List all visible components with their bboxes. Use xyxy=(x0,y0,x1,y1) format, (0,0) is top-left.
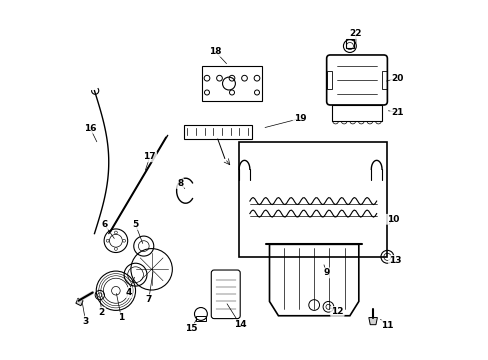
Text: 7: 7 xyxy=(145,295,152,304)
Text: 5: 5 xyxy=(132,220,139,229)
Text: 2: 2 xyxy=(98,308,104,317)
Bar xyxy=(239,143,386,257)
Bar xyxy=(331,105,381,121)
Text: 6: 6 xyxy=(101,220,107,229)
Text: 13: 13 xyxy=(388,256,401,265)
Bar xyxy=(326,71,331,89)
Text: 18: 18 xyxy=(208,47,221,56)
Text: 4: 4 xyxy=(125,288,131,297)
Circle shape xyxy=(114,248,117,250)
Text: 16: 16 xyxy=(84,124,96,133)
Polygon shape xyxy=(76,298,83,306)
Polygon shape xyxy=(368,318,377,325)
Text: 10: 10 xyxy=(386,215,398,224)
Text: 9: 9 xyxy=(323,268,329,277)
Text: 14: 14 xyxy=(233,320,246,329)
Text: 8: 8 xyxy=(177,179,183,188)
Text: 20: 20 xyxy=(390,74,403,83)
Bar xyxy=(381,71,386,89)
Circle shape xyxy=(106,239,109,242)
Text: 19: 19 xyxy=(293,114,305,123)
Text: 15: 15 xyxy=(185,324,198,333)
Bar xyxy=(345,39,353,48)
Text: 1: 1 xyxy=(118,313,124,322)
Text: 12: 12 xyxy=(330,307,343,316)
Circle shape xyxy=(122,239,125,242)
Text: 11: 11 xyxy=(380,321,393,330)
Bar xyxy=(196,316,205,321)
Text: 17: 17 xyxy=(143,152,156,161)
Text: 22: 22 xyxy=(349,29,362,38)
Text: 21: 21 xyxy=(390,108,403,117)
Text: 3: 3 xyxy=(82,316,88,325)
Circle shape xyxy=(114,231,117,234)
